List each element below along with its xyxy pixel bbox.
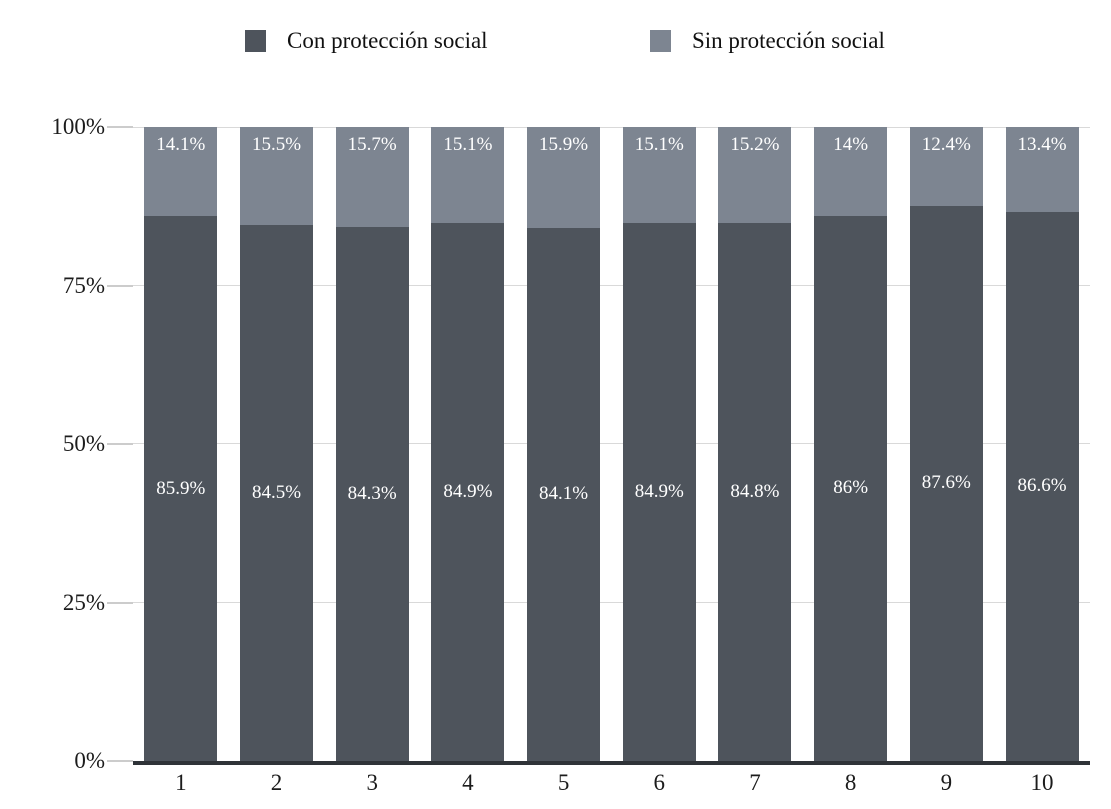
- segment-value-label: 84.3%: [347, 482, 397, 504]
- x-tick-label: 2: [270, 770, 283, 795]
- bar-group: 12.4% 87.6%: [909, 127, 983, 761]
- x-tick-label: 7: [749, 770, 761, 795]
- segment-value-label: 13.4%: [1017, 134, 1067, 155]
- segment-value-label: 15.9%: [539, 134, 589, 155]
- segment-value-label: 12.4%: [921, 134, 971, 155]
- segment-con-proteccion: 84.1%: [527, 227, 601, 761]
- y-tick-label: 0%: [74, 748, 105, 773]
- legend-item-con-proteccion: Con protección social: [245, 28, 488, 54]
- segment-sin-proteccion: 13.4%: [1005, 127, 1079, 212]
- x-tick-label: 1: [175, 770, 187, 795]
- segment-value-label: 84.9%: [443, 480, 493, 502]
- segment-value-label: 86%: [833, 477, 869, 499]
- bar-group: 15.9% 84.1%: [527, 127, 601, 761]
- segment-value-label: 84.9%: [634, 480, 684, 502]
- plot-area: 14.1% 85.9% 15.5% 84.5% 15.7% 84.3% 15.1% 84.9%…: [133, 127, 1090, 765]
- segment-sin-proteccion: 14.1%: [144, 127, 218, 217]
- segment-sin-proteccion: 15.5%: [240, 127, 314, 226]
- segment-value-label: 84.1%: [539, 483, 589, 505]
- segment-value-label: 15.2%: [730, 134, 780, 155]
- y-tick-label: 50%: [62, 431, 105, 456]
- segment-value-label: 86.6%: [1017, 475, 1067, 497]
- bar-group: 14.1% 85.9%: [144, 127, 218, 761]
- segment-value-label: 85.9%: [156, 477, 206, 499]
- bar-group: 15.2% 84.8%: [718, 127, 792, 761]
- x-tick-label: 3: [366, 770, 378, 795]
- x-tick-label: 5: [557, 770, 570, 795]
- segment-con-proteccion: 84.3%: [335, 226, 409, 761]
- y-axis-ticks: [107, 126, 133, 762]
- bar-group: 15.1% 84.9%: [431, 127, 505, 761]
- y-tick-mark: [107, 443, 133, 445]
- y-tick-mark: [107, 126, 133, 128]
- segment-value-label: 15.1%: [634, 134, 684, 155]
- segment-con-proteccion: 84.5%: [240, 225, 314, 761]
- bar-group: 15.1% 84.9%: [622, 127, 696, 761]
- legend-swatch-con-proteccion-icon: [245, 30, 266, 52]
- x-tick-label: 4: [462, 770, 474, 795]
- segment-con-proteccion: 86%: [814, 215, 888, 761]
- segment-con-proteccion: 84.8%: [718, 223, 792, 761]
- segment-sin-proteccion: 15.1%: [431, 127, 505, 223]
- legend-label-con-proteccion: Con protección social: [287, 28, 488, 53]
- x-tick-label: 9: [940, 770, 953, 795]
- segment-value-label: 87.6%: [921, 472, 971, 494]
- segment-value-label: 84.5%: [251, 482, 302, 504]
- legend-label-sin-proteccion: Sin protección social: [692, 28, 885, 53]
- bar-group: 15.7% 84.3%: [335, 127, 409, 761]
- x-tick-label: 8: [844, 770, 857, 795]
- legend-swatch-sin-proteccion-icon: [650, 30, 671, 52]
- legend-item-sin-proteccion: Sin protección social: [650, 28, 885, 54]
- y-tick-mark: [107, 760, 133, 762]
- bar-group: 14% 86%: [814, 127, 888, 761]
- y-tick-label: 25%: [62, 589, 105, 615]
- gridline: [133, 443, 1090, 444]
- y-axis-labels: 0% 25% 50% 75% 100%: [0, 114, 105, 773]
- y-tick-mark: [107, 284, 133, 287]
- gridline: [133, 284, 1090, 286]
- segment-sin-proteccion: 15.9%: [527, 127, 601, 228]
- segment-con-proteccion: 84.9%: [431, 222, 505, 761]
- gridline: [133, 127, 1090, 128]
- segment-value-label: 15.5%: [251, 134, 302, 155]
- segment-con-proteccion: 87.6%: [909, 205, 983, 761]
- y-tick-label: 100%: [51, 114, 105, 139]
- gridline: [133, 601, 1090, 603]
- x-tick-label: 6: [653, 770, 666, 795]
- segment-value-label: 15.1%: [443, 134, 493, 155]
- bars-container: 14.1% 85.9% 15.5% 84.5% 15.7% 84.3% 15.1% 84.9%…: [133, 127, 1090, 761]
- segment-sin-proteccion: 15.7%: [335, 127, 409, 227]
- x-tick-label: 10: [1030, 770, 1054, 795]
- bar-group: 13.4% 86.6%: [1005, 127, 1079, 761]
- y-tick-label: 75%: [62, 272, 105, 298]
- segment-sin-proteccion: 12.4%: [909, 127, 983, 206]
- segment-value-label: 14.1%: [156, 134, 206, 155]
- segment-sin-proteccion: 15.2%: [718, 127, 792, 224]
- y-tick-mark: [107, 601, 133, 604]
- segment-value-label: 15.7%: [347, 134, 397, 155]
- x-axis-labels: 1 2 3 4 5 6 7 8 9 10: [133, 770, 1090, 796]
- bar-group: 15.5% 84.5%: [240, 127, 314, 761]
- segment-value-label: 14%: [833, 134, 869, 155]
- segment-con-proteccion: 86.6%: [1005, 211, 1079, 761]
- segment-con-proteccion: 85.9%: [144, 216, 218, 761]
- segment-con-proteccion: 84.9%: [622, 222, 696, 761]
- segment-sin-proteccion: 14%: [814, 127, 888, 216]
- segment-sin-proteccion: 15.1%: [622, 127, 696, 223]
- segment-value-label: 84.8%: [730, 481, 780, 503]
